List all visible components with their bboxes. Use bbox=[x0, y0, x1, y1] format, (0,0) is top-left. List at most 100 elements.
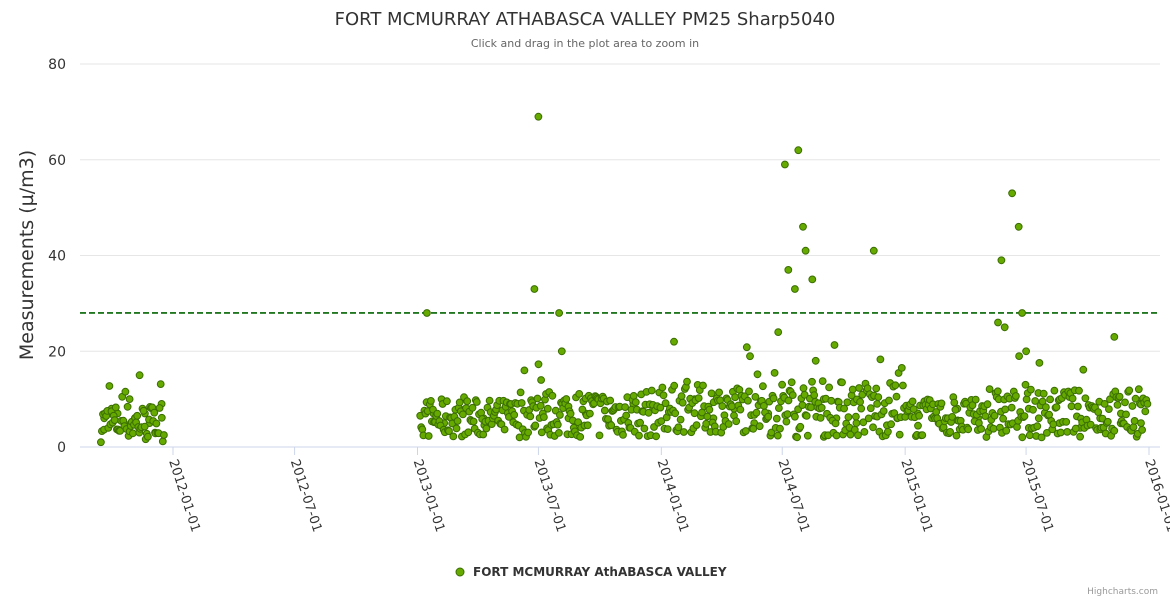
data-point[interactable] bbox=[897, 364, 906, 372]
data-point[interactable] bbox=[952, 431, 961, 440]
data-point[interactable] bbox=[773, 431, 782, 440]
data-point[interactable] bbox=[1007, 403, 1016, 412]
data-point[interactable] bbox=[690, 409, 699, 418]
data-point[interactable] bbox=[728, 402, 736, 411]
data-point[interactable] bbox=[619, 431, 627, 439]
data-point[interactable] bbox=[802, 412, 811, 420]
data-point[interactable] bbox=[110, 416, 119, 425]
data-point[interactable] bbox=[1021, 380, 1030, 389]
data-point[interactable] bbox=[796, 422, 805, 431]
data-point[interactable] bbox=[537, 376, 545, 384]
data-point[interactable] bbox=[657, 417, 666, 426]
data-point[interactable] bbox=[517, 399, 526, 407]
data-point[interactable] bbox=[702, 419, 711, 428]
data-point[interactable] bbox=[1128, 402, 1137, 410]
data-point[interactable] bbox=[1067, 402, 1076, 411]
data-point[interactable] bbox=[1110, 333, 1119, 341]
data-point[interactable] bbox=[937, 399, 946, 408]
data-point[interactable] bbox=[1031, 397, 1040, 405]
data-point[interactable] bbox=[794, 146, 803, 155]
data-point[interactable] bbox=[715, 388, 723, 397]
data-point[interactable] bbox=[742, 343, 751, 352]
data-point[interactable] bbox=[755, 422, 764, 431]
data-point[interactable] bbox=[531, 421, 540, 430]
data-point[interactable] bbox=[872, 384, 881, 393]
data-point[interactable] bbox=[832, 431, 841, 440]
data-point[interactable] bbox=[1042, 403, 1050, 412]
data-point[interactable] bbox=[670, 337, 678, 346]
data-point[interactable] bbox=[652, 432, 660, 441]
data-point[interactable] bbox=[1131, 394, 1140, 403]
data-point[interactable] bbox=[139, 406, 148, 415]
data-point[interactable] bbox=[1115, 392, 1124, 401]
data-point[interactable] bbox=[801, 246, 810, 255]
data-point[interactable] bbox=[534, 112, 543, 121]
data-point[interactable] bbox=[677, 392, 686, 401]
data-point[interactable] bbox=[989, 424, 998, 433]
data-point[interactable] bbox=[606, 396, 615, 405]
data-point[interactable] bbox=[1138, 426, 1146, 434]
data-point[interactable] bbox=[1027, 385, 1035, 394]
data-point[interactable] bbox=[879, 407, 888, 415]
data-point[interactable] bbox=[994, 318, 1002, 327]
data-point[interactable] bbox=[477, 408, 486, 417]
data-point[interactable] bbox=[482, 424, 491, 433]
data-point[interactable] bbox=[631, 398, 640, 407]
data-point[interactable] bbox=[678, 398, 687, 407]
data-point[interactable] bbox=[595, 431, 604, 440]
data-point[interactable] bbox=[816, 414, 825, 422]
data-point[interactable] bbox=[157, 413, 166, 422]
data-point[interactable] bbox=[534, 360, 543, 369]
data-point[interactable] bbox=[670, 381, 679, 390]
data-point[interactable] bbox=[887, 420, 895, 429]
data-point[interactable] bbox=[964, 425, 973, 434]
legend[interactable]: FORT MCMURRAY AthABASCA VALLEY bbox=[455, 565, 727, 579]
data-point[interactable] bbox=[705, 405, 714, 414]
data-point[interactable] bbox=[1001, 405, 1010, 414]
data-point[interactable] bbox=[659, 391, 668, 400]
data-point[interactable] bbox=[788, 391, 797, 400]
data-point[interactable] bbox=[798, 401, 807, 410]
data-point[interactable] bbox=[1137, 419, 1145, 428]
data-point[interactable] bbox=[817, 403, 826, 412]
data-point[interactable] bbox=[808, 377, 816, 386]
data-point[interactable] bbox=[869, 423, 877, 432]
data-point[interactable] bbox=[1025, 431, 1034, 440]
data-point[interactable] bbox=[784, 396, 793, 405]
data-point[interactable] bbox=[999, 414, 1007, 423]
data-point[interactable] bbox=[983, 400, 992, 409]
data-point[interactable] bbox=[981, 412, 990, 421]
data-point[interactable] bbox=[557, 347, 566, 356]
data-point[interactable] bbox=[1013, 423, 1021, 431]
data-point[interactable] bbox=[707, 389, 716, 398]
data-point[interactable] bbox=[859, 418, 868, 427]
data-point[interactable] bbox=[144, 432, 152, 441]
data-point[interactable] bbox=[885, 396, 893, 405]
data-point[interactable] bbox=[736, 405, 745, 414]
data-point[interactable] bbox=[732, 417, 741, 426]
data-point[interactable] bbox=[1049, 420, 1058, 429]
data-point[interactable] bbox=[1062, 418, 1071, 426]
data-point[interactable] bbox=[158, 437, 167, 446]
data-point[interactable] bbox=[810, 391, 819, 400]
data-point[interactable] bbox=[752, 408, 761, 417]
data-point[interactable] bbox=[443, 397, 451, 406]
data-point[interactable] bbox=[774, 328, 783, 337]
data-point[interactable] bbox=[479, 430, 488, 439]
data-point[interactable] bbox=[703, 412, 712, 421]
data-point[interactable] bbox=[453, 417, 462, 425]
data-point[interactable] bbox=[105, 382, 114, 390]
data-point[interactable] bbox=[1046, 395, 1054, 404]
data-point[interactable] bbox=[543, 404, 552, 413]
data-point[interactable] bbox=[977, 425, 985, 433]
data-point[interactable] bbox=[533, 394, 542, 403]
data-point[interactable] bbox=[746, 352, 754, 361]
data-point[interactable] bbox=[433, 409, 442, 418]
data-point[interactable] bbox=[848, 385, 857, 394]
data-point[interactable] bbox=[846, 430, 855, 439]
data-point[interactable] bbox=[759, 382, 767, 391]
data-point[interactable] bbox=[793, 433, 801, 442]
data-point[interactable] bbox=[671, 409, 680, 418]
data-point[interactable] bbox=[827, 396, 836, 405]
data-point[interactable] bbox=[97, 438, 105, 447]
